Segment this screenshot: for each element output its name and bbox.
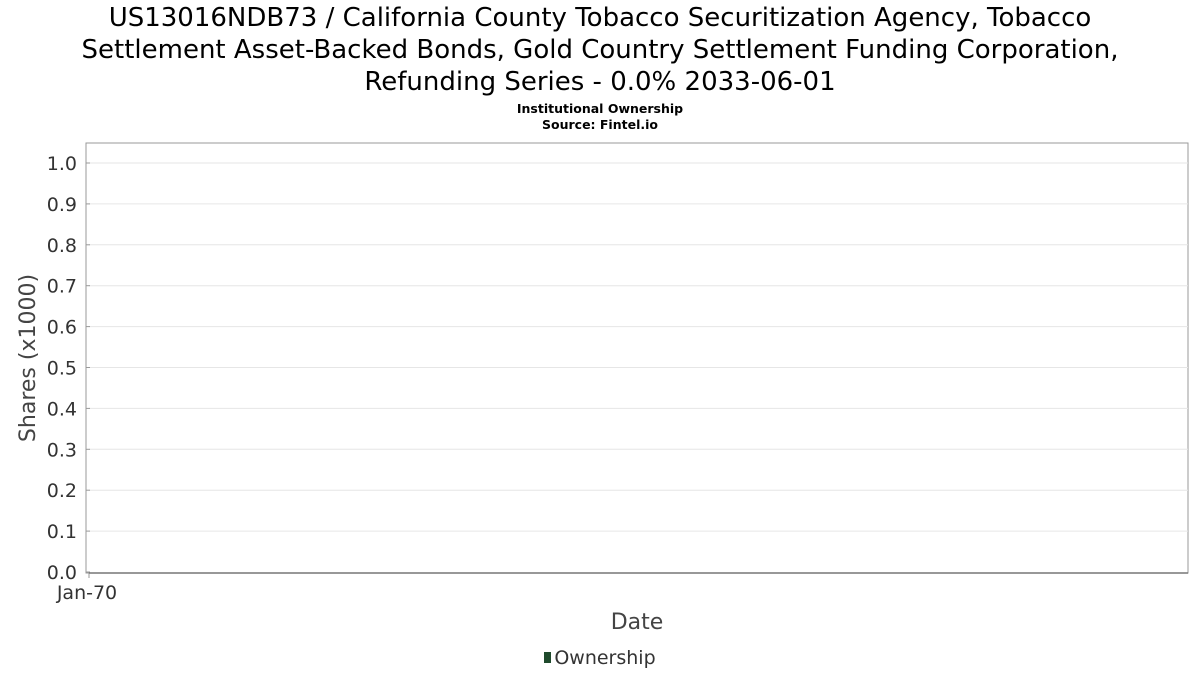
- y-tick-label: 0.4: [47, 398, 77, 420]
- x-axis-ticks: Jan-70: [56, 573, 117, 604]
- chart-subtitle-line: Source: Fintel.io: [542, 117, 658, 132]
- chart-subtitle: Institutional Ownership Source: Fintel.i…: [0, 101, 1200, 133]
- chart-title: US13016NDB73 / California County Tobacco…: [0, 2, 1200, 98]
- legend-label: Ownership: [554, 647, 656, 669]
- chart-title-line: US13016NDB73 / California County Tobacco…: [108, 3, 1092, 33]
- y-tick-label: 0.8: [47, 235, 77, 257]
- gridlines: [89, 162, 1188, 532]
- y-axis-title: Shares (x1000): [16, 274, 41, 442]
- y-axis-ticks: 0.0 0.1 0.2 0.3 0.4 0.5 0.6 0.7 0.8 0.9 1.0: [47, 153, 90, 584]
- y-tick-label: 0.9: [47, 194, 77, 216]
- chart-title-line: Refunding Series - 0.0% 2033-06-01: [364, 67, 836, 97]
- y-tick-label: 0.3: [47, 439, 77, 461]
- y-tick-label: 0.0: [47, 562, 77, 584]
- y-tick-label: 0.1: [47, 521, 77, 543]
- legend-swatch: [544, 652, 552, 663]
- y-tick-label: 0.6: [47, 317, 77, 339]
- y-tick-label: 0.7: [47, 276, 77, 298]
- legend: Ownership: [0, 647, 1200, 669]
- y-tick-label: 1.0: [47, 153, 77, 175]
- chart-title-line: Settlement Asset-Backed Bonds, Gold Coun…: [81, 35, 1119, 65]
- plot-area: [85, 142, 1189, 574]
- x-axis-title: Date: [611, 610, 664, 635]
- y-tick-label: 0.2: [47, 480, 77, 502]
- y-tick-label: 0.5: [47, 358, 77, 380]
- x-tick-label: Jan-70: [56, 582, 117, 604]
- chart-subtitle-line: Institutional Ownership: [516, 101, 684, 116]
